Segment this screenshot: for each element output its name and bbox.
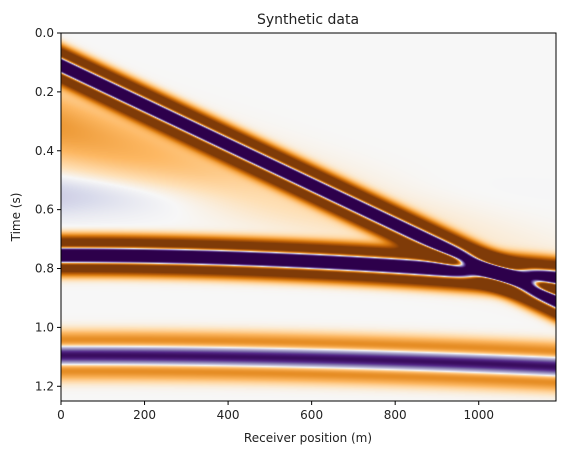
y-tick-label: 1.0 [35,320,54,334]
x-tick-label: 800 [384,408,407,422]
x-tick-label: 0 [57,408,65,422]
y-tick-label: 0.8 [35,262,54,276]
heatmap-container [61,33,556,401]
x-axis-label: Receiver position (m) [244,431,372,445]
x-tick-label: 200 [133,408,156,422]
plot-frame [60,32,557,402]
heatmap-image [61,33,556,401]
y-axis: 0.0 0.2 0.4 0.6 0.8 1.0 1.2 [35,26,61,393]
y-tick-label: 0.2 [35,85,54,99]
x-tick-label: 400 [217,408,240,422]
y-tick-label: 1.2 [35,379,54,393]
x-tick-label: 600 [300,408,323,422]
y-tick-label: 0.6 [35,203,54,217]
y-tick-label: 0.4 [35,144,54,158]
x-axis: 0 200 400 600 800 1000 [57,401,494,422]
y-tick-label: 0.0 [35,26,54,40]
x-tick-label: 1000 [463,408,494,422]
y-axis-label: Time (s) [9,193,23,243]
chart-title: Synthetic data [257,12,359,28]
